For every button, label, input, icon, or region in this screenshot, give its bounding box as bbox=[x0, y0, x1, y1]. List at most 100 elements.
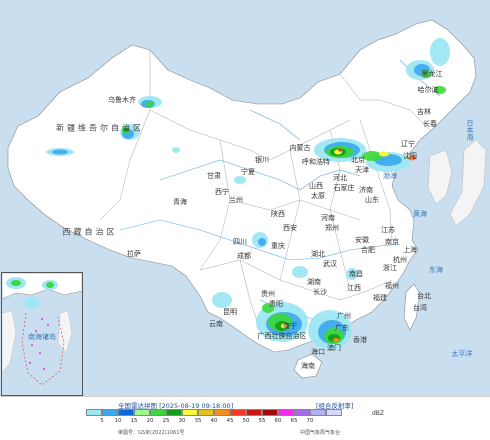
label-taibei: 台北 bbox=[417, 292, 431, 300]
legend-tick-15: 15 bbox=[130, 418, 138, 424]
legend-swatch-13 bbox=[294, 409, 310, 416]
label-anhui: 安徽 bbox=[355, 236, 369, 244]
inset-map bbox=[2, 273, 82, 386]
legend-tick-25: 25 bbox=[162, 418, 170, 424]
label-xining: 西宁 bbox=[215, 188, 229, 196]
label-nanjing: 南京 bbox=[385, 238, 399, 246]
label-gansu: 甘肃 bbox=[207, 172, 221, 180]
label-shanghai: 上海 bbox=[403, 246, 417, 254]
legend-tick-70: 70 bbox=[306, 418, 314, 424]
legend-swatch-9 bbox=[230, 409, 246, 416]
legend-swatch-3 bbox=[134, 409, 150, 416]
label-liaoning: 辽宁 bbox=[401, 140, 415, 148]
label-yunnan: 云南 bbox=[209, 320, 223, 328]
label-nanning: 南宁 bbox=[283, 322, 297, 330]
legend-swatch-5 bbox=[166, 409, 182, 416]
legend-tick-10: 10 bbox=[114, 418, 122, 424]
label-shenyang: 沈阳 bbox=[403, 152, 417, 160]
label-shanxi: 山西 bbox=[309, 182, 323, 190]
legend-source: 中国气象局气象台 bbox=[300, 430, 341, 436]
label-nanchang: 南昌 bbox=[349, 270, 363, 278]
legend-swatch-12 bbox=[278, 409, 294, 416]
label-neimenggu: 内蒙古 bbox=[289, 144, 311, 152]
label-kunming: 昆明 bbox=[223, 308, 237, 316]
korea-land bbox=[427, 149, 453, 205]
legend-ticks: 5 10 15 20 25 30 35 40 45 50 55 60 65 70 bbox=[86, 418, 374, 426]
echo-strong bbox=[281, 148, 416, 342]
label-fujian: 福建 bbox=[373, 294, 387, 302]
label-henan: 河南 bbox=[321, 214, 335, 222]
label-sichuan: 四川 bbox=[233, 238, 247, 246]
label-donghai: 东海 bbox=[429, 266, 443, 274]
legend-tick-55: 55 bbox=[258, 418, 266, 424]
label-taiwan: 台湾 bbox=[413, 304, 427, 312]
legend-tick-35: 35 bbox=[194, 418, 202, 424]
legend-swatch-8 bbox=[214, 409, 230, 416]
label-yinchuan: 银川 bbox=[255, 156, 269, 164]
label-zhengzhou: 郑州 bbox=[325, 224, 339, 232]
label-hainan: 海南 bbox=[301, 362, 315, 370]
label-xizang: 西藏自治区 bbox=[62, 227, 118, 237]
legend-tick-50: 50 bbox=[242, 418, 250, 424]
japan-land bbox=[449, 139, 487, 227]
legend-swatch-10 bbox=[246, 409, 262, 416]
legend-tick-20: 20 bbox=[146, 418, 154, 424]
label-hefei: 合肥 bbox=[361, 246, 375, 254]
radar-map: 黑龙江 吉林 辽宁 内蒙古 北京 天津 河北 山西 山东 河南 陕西 宁夏 甘肃… bbox=[0, 0, 490, 396]
legend-review-number: 审图号：GS京(2022)1061号 bbox=[118, 430, 185, 436]
legend-tick-65: 65 bbox=[290, 418, 298, 424]
legend-unit: dBZ bbox=[372, 410, 385, 417]
label-hangzhou: 杭州 bbox=[393, 256, 407, 264]
label-changsha: 长沙 bbox=[313, 288, 327, 296]
label-hebei: 河北 bbox=[333, 174, 347, 182]
label-shandong: 山东 bbox=[365, 196, 379, 204]
legend-swatch-14 bbox=[310, 409, 326, 416]
legend-tick-40: 40 bbox=[210, 418, 218, 424]
label-changchun: 长春 bbox=[423, 120, 437, 128]
label-hunan: 湖南 bbox=[307, 278, 321, 286]
label-hubei: 湖北 bbox=[311, 250, 325, 258]
label-zhejiang: 浙江 bbox=[383, 264, 397, 272]
label-guangxi: 广西壮族自治区 bbox=[257, 332, 307, 340]
legend-swatch-1 bbox=[102, 409, 118, 416]
label-shaanxi: 陕西 bbox=[271, 210, 285, 218]
legend-swatch-4 bbox=[150, 409, 166, 416]
legend-swatch-15 bbox=[326, 409, 342, 416]
legend-swatch-6 bbox=[182, 409, 198, 416]
label-haerbin: 哈尔滨 bbox=[417, 86, 439, 94]
label-heilongjiang: 黑龙江 bbox=[421, 70, 443, 78]
legend-tick-45: 45 bbox=[226, 418, 234, 424]
label-taipingyang: 太平洋 bbox=[451, 350, 473, 358]
legend-swatch-0 bbox=[86, 409, 102, 416]
legend-swatch-7 bbox=[198, 409, 214, 416]
label-chengdu: 成都 bbox=[237, 252, 251, 260]
label-bohai: 渤海 bbox=[383, 172, 397, 180]
south-china-sea-inset: 南海诸岛 bbox=[1, 272, 83, 396]
label-urumqi: 乌鲁木齐 bbox=[108, 96, 136, 104]
label-taiyuan: 太原 bbox=[311, 192, 325, 200]
label-shijiazhuang: 石家庄 bbox=[333, 184, 355, 192]
legend-swatch-2 bbox=[118, 409, 134, 416]
map-base bbox=[7, 19, 487, 379]
label-qinghai: 青海 bbox=[173, 198, 187, 206]
taiwan-island bbox=[403, 283, 421, 331]
label-ningxia: 宁夏 bbox=[241, 168, 255, 176]
label-lasa: 拉萨 bbox=[127, 250, 141, 258]
label-lanzhou: 兰州 bbox=[229, 196, 243, 204]
label-ribenhai: 日本海 bbox=[466, 119, 474, 141]
label-jiangxi: 江西 bbox=[347, 284, 361, 292]
china-land bbox=[7, 19, 477, 353]
legend-product: [组合反射率] bbox=[316, 402, 354, 410]
label-fuzhou: 福州 bbox=[385, 282, 399, 290]
label-guangdong: 广东 bbox=[335, 324, 349, 332]
label-xianggang: 香港 bbox=[353, 336, 367, 344]
label-aomen: 澳门 bbox=[327, 344, 341, 352]
inset-sea-label: 南海诸岛 bbox=[28, 333, 56, 341]
label-xinjiang: 新疆维吾尔自治区 bbox=[56, 123, 144, 133]
hainan-island bbox=[293, 353, 323, 379]
legend-colorbar bbox=[86, 409, 342, 416]
label-jilin: 吉林 bbox=[417, 108, 431, 116]
label-guizhou: 贵州 bbox=[261, 290, 275, 298]
label-guiyang: 贵阳 bbox=[269, 300, 283, 308]
legend: 全国雷达拼图 [2025-08-19 09:18:00] [组合反射率] 5 10… bbox=[0, 396, 490, 440]
